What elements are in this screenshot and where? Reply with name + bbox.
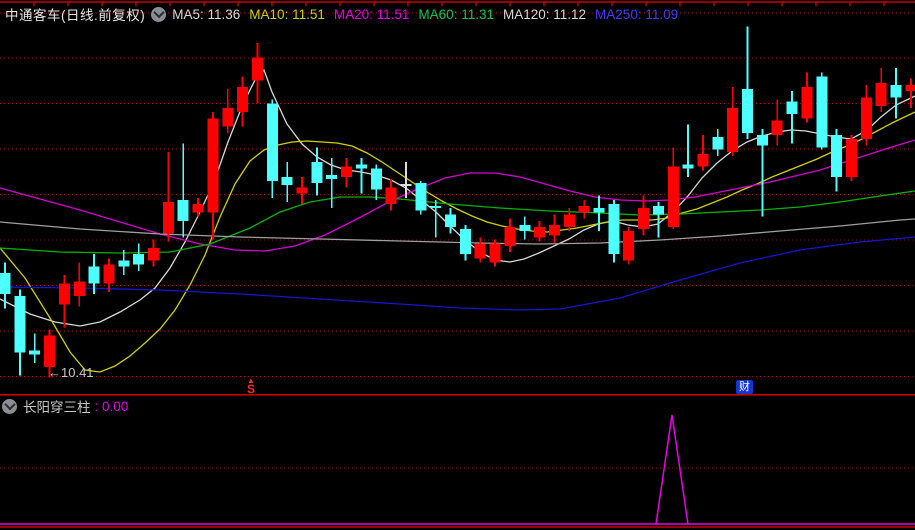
indicator-header: 长阳穿三柱 : 0.00 [2, 397, 128, 415]
candle[interactable] [845, 135, 857, 182]
candle[interactable] [400, 162, 412, 198]
candle[interactable] [266, 99, 278, 198]
indicator-name[interactable]: 长阳穿三柱 [23, 400, 91, 415]
candle[interactable] [222, 89, 234, 133]
indicator-value: : 0.00 [94, 398, 129, 414]
candle[interactable] [608, 199, 620, 263]
stock-title: 中通客车(日线.前复权) [5, 8, 146, 23]
indicator-spike [655, 414, 689, 525]
candle[interactable] [14, 289, 26, 376]
candle[interactable] [816, 72, 828, 150]
candle[interactable] [237, 76, 249, 127]
candle[interactable] [58, 275, 70, 328]
candle[interactable] [44, 329, 56, 378]
candle[interactable] [504, 218, 516, 253]
candle[interactable] [548, 214, 560, 244]
candle[interactable] [742, 26, 753, 140]
candle[interactable] [162, 151, 174, 242]
candle[interactable] [905, 78, 915, 108]
candle[interactable] [474, 237, 486, 263]
candle[interactable] [667, 147, 679, 230]
candle[interactable] [459, 224, 471, 261]
candle[interactable] [578, 199, 590, 219]
ma-legend: MA5: 11.36 MA10: 11.51 MA20: 11.51 MA60: 11… [172, 7, 687, 22]
candle[interactable] [0, 262, 11, 309]
candle[interactable] [771, 99, 783, 146]
candle[interactable] [890, 68, 902, 119]
ma-legend-item: MA250: 11.09 [595, 6, 679, 22]
candle[interactable] [385, 178, 397, 211]
candle[interactable] [489, 239, 501, 267]
candle[interactable] [251, 43, 263, 104]
candle[interactable] [786, 91, 798, 144]
sell-signal-marker: ▲ S [247, 376, 256, 396]
ma-legend-item: MA20: 11.51 [333, 6, 410, 22]
ma-line-ma20 [0, 139, 915, 252]
candle[interactable] [415, 181, 427, 215]
candle[interactable] [192, 197, 204, 217]
candle[interactable] [88, 254, 100, 294]
ma-line-ma120 [0, 218, 915, 245]
candle[interactable] [831, 128, 843, 192]
candle[interactable] [281, 162, 293, 202]
candle[interactable] [519, 216, 531, 240]
candle[interactable] [727, 86, 739, 156]
candle[interactable] [355, 158, 367, 194]
candle[interactable] [445, 208, 456, 234]
candle[interactable] [148, 239, 159, 267]
candle[interactable] [756, 128, 768, 217]
finance-news-badge[interactable]: 财 [736, 380, 753, 394]
candle[interactable] [534, 220, 546, 242]
candle[interactable] [875, 68, 887, 113]
candle[interactable] [638, 195, 650, 236]
indicator-chart[interactable] [0, 394, 915, 530]
up-arrow-icon: ▲ [247, 376, 255, 385]
candle[interactable] [430, 199, 442, 238]
chevron-down-icon[interactable] [2, 398, 17, 414]
candle[interactable] [326, 158, 338, 209]
candle[interactable] [623, 227, 635, 265]
candle[interactable] [697, 135, 709, 171]
ma-legend-item: MA10: 11.51 [249, 6, 325, 22]
candle[interactable] [118, 250, 130, 276]
ma-legend-item: MA60: 11.31 [418, 6, 494, 22]
candle[interactable] [207, 112, 219, 240]
ma-line-ma250 [0, 236, 915, 311]
candle[interactable] [682, 124, 694, 177]
candle[interactable] [296, 176, 308, 205]
ma-legend-item: MA120: 11.12 [502, 6, 587, 22]
candle[interactable] [563, 208, 575, 232]
candle[interactable] [133, 243, 145, 271]
candle[interactable] [801, 72, 813, 123]
ma-line-ma10 [0, 111, 915, 373]
candlestick-chart[interactable] [0, 0, 915, 394]
candle[interactable] [103, 258, 115, 292]
candle[interactable] [370, 164, 382, 200]
low-price-label: ←10.41 [48, 365, 94, 380]
candle[interactable] [860, 84, 872, 146]
chevron-down-icon[interactable] [151, 6, 167, 22]
ma-line-ma60 [0, 190, 915, 254]
candle[interactable] [341, 158, 353, 188]
chart-header: 中通客车(日线.前复权) MA5: 11.36 MA10: 11.51 MA20: … [5, 4, 687, 24]
candle[interactable] [712, 128, 724, 156]
candle[interactable] [73, 262, 85, 307]
candle[interactable] [311, 147, 323, 196]
candle[interactable] [593, 195, 605, 232]
candle[interactable] [652, 201, 664, 238]
candle[interactable] [177, 143, 189, 238]
candle[interactable] [29, 333, 41, 363]
ma-legend-item: MA5: 11.36 [172, 6, 241, 22]
